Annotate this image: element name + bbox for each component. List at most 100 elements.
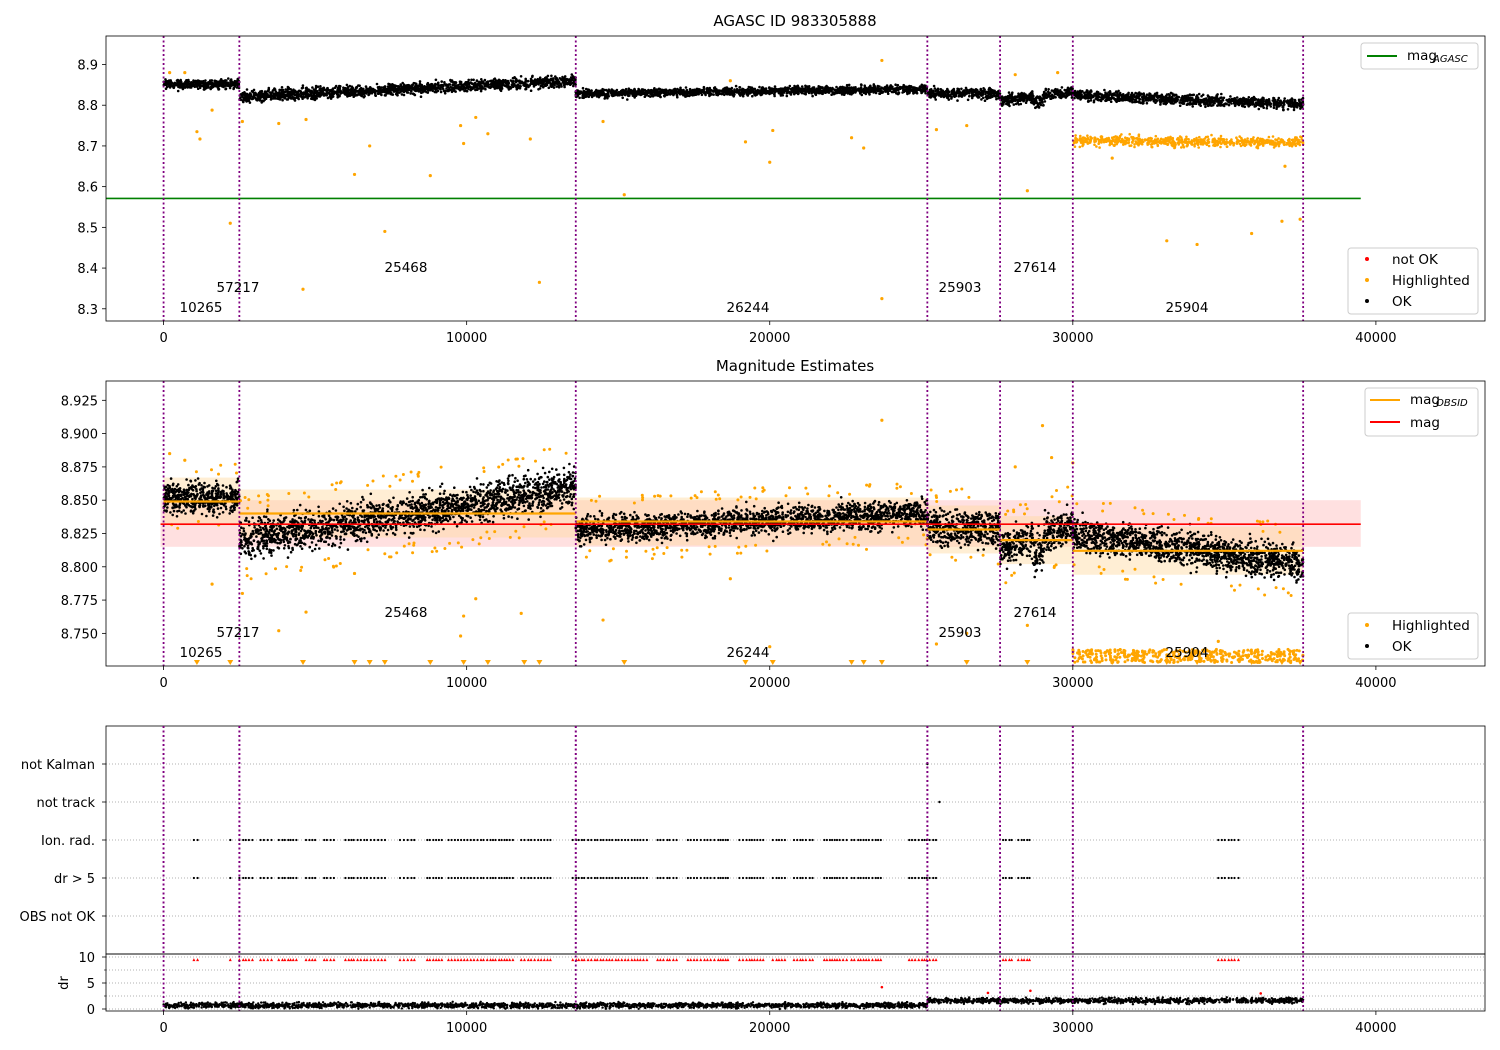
- ok-point: [1286, 108, 1290, 111]
- ok-point: [563, 75, 567, 78]
- ok-point: [896, 83, 900, 87]
- ok-point: [751, 94, 754, 98]
- ok-point: [219, 78, 223, 81]
- ok-point: [672, 88, 676, 91]
- ok-point: [1178, 104, 1182, 107]
- ok-point: [987, 92, 990, 95]
- ok-point: [1046, 90, 1050, 94]
- ok-point: [350, 85, 354, 88]
- ok-point: [325, 90, 329, 94]
- ok-point: [1233, 97, 1237, 100]
- ok-point: [263, 97, 267, 101]
- ok-point: [396, 94, 399, 97]
- ok-point: [511, 82, 515, 85]
- ok-point: [1044, 92, 1048, 95]
- ok-point: [457, 87, 461, 91]
- ok-point: [1191, 105, 1194, 108]
- ok-point: [1008, 93, 1012, 97]
- ok-point: [1083, 94, 1087, 97]
- ok-point: [975, 91, 978, 95]
- ok-point: [591, 92, 595, 96]
- ok-point: [612, 94, 615, 97]
- ok-point: [345, 83, 349, 87]
- ok-point: [281, 98, 284, 102]
- ok-point: [364, 85, 368, 88]
- ok-point: [1014, 102, 1018, 106]
- ok-point: [539, 81, 542, 85]
- ok-point: [626, 98, 629, 101]
- ok-point: [343, 92, 347, 95]
- ok-point: [1167, 93, 1170, 96]
- ok-point: [278, 88, 281, 92]
- ok-point: [1279, 100, 1283, 104]
- ok-point: [454, 81, 457, 84]
- ok-point: [411, 83, 414, 87]
- ok-point: [1010, 97, 1013, 100]
- ok-point: [445, 84, 448, 87]
- ok-point: [1139, 93, 1142, 96]
- ok-point: [480, 78, 483, 81]
- ok-point: [300, 95, 304, 99]
- ok-point: [606, 96, 609, 100]
- ok-point: [251, 96, 254, 99]
- ok-point: [1151, 94, 1154, 98]
- ok-point: [992, 94, 995, 97]
- ok-point: [1158, 99, 1161, 103]
- ok-point: [964, 86, 968, 90]
- ok-point: [429, 83, 433, 87]
- ok-point: [857, 89, 861, 92]
- ok-point: [391, 83, 394, 86]
- ok-point: [487, 86, 491, 89]
- ok-point: [1265, 98, 1268, 102]
- ok-point: [1192, 100, 1195, 104]
- ok-point: [381, 90, 384, 93]
- ok-point: [169, 81, 172, 84]
- ok-point: [1145, 101, 1149, 105]
- ok-point: [1151, 98, 1155, 101]
- ok-point: [738, 86, 741, 89]
- ok-point: [944, 89, 948, 93]
- ok-point: [1231, 99, 1234, 102]
- ok-point: [462, 85, 465, 88]
- ok-point: [1195, 94, 1199, 97]
- ok-point: [1029, 96, 1033, 100]
- ok-point: [1182, 95, 1185, 98]
- ok-point: [278, 91, 281, 94]
- ok-point: [620, 89, 623, 93]
- ok-point: [295, 93, 298, 97]
- ok-point: [1159, 103, 1162, 106]
- ok-point: [746, 87, 750, 91]
- ok-point: [644, 92, 648, 96]
- ok-point: [902, 88, 905, 92]
- ok-point: [959, 94, 962, 98]
- ok-point: [995, 97, 998, 101]
- ok-point: [554, 77, 558, 81]
- ok-point: [410, 87, 414, 90]
- ok-point: [1014, 95, 1018, 98]
- ok-point: [362, 87, 365, 91]
- ok-point: [782, 87, 785, 91]
- ok-point: [486, 80, 490, 83]
- ok-point: [412, 92, 416, 96]
- ok-point: [1221, 98, 1224, 102]
- ok-point: [311, 86, 314, 89]
- ok-point: [1021, 97, 1024, 100]
- ok-point: [342, 88, 345, 92]
- ok-point: [1246, 98, 1250, 102]
- ok-point: [449, 78, 452, 82]
- ok-point: [489, 83, 493, 86]
- ok-point: [734, 84, 738, 88]
- ok-point: [873, 84, 876, 88]
- ok-point: [357, 89, 361, 93]
- ok-point: [706, 91, 710, 95]
- ok-point: [287, 86, 291, 90]
- ok-point: [933, 87, 937, 90]
- ok-point: [758, 85, 761, 89]
- ok-point: [1174, 97, 1177, 100]
- ok-point: [638, 90, 642, 94]
- ok-point: [971, 93, 974, 96]
- ok-point: [400, 93, 404, 96]
- ok-point: [1190, 96, 1193, 100]
- ok-point: [213, 83, 217, 87]
- ok-point: [880, 86, 883, 89]
